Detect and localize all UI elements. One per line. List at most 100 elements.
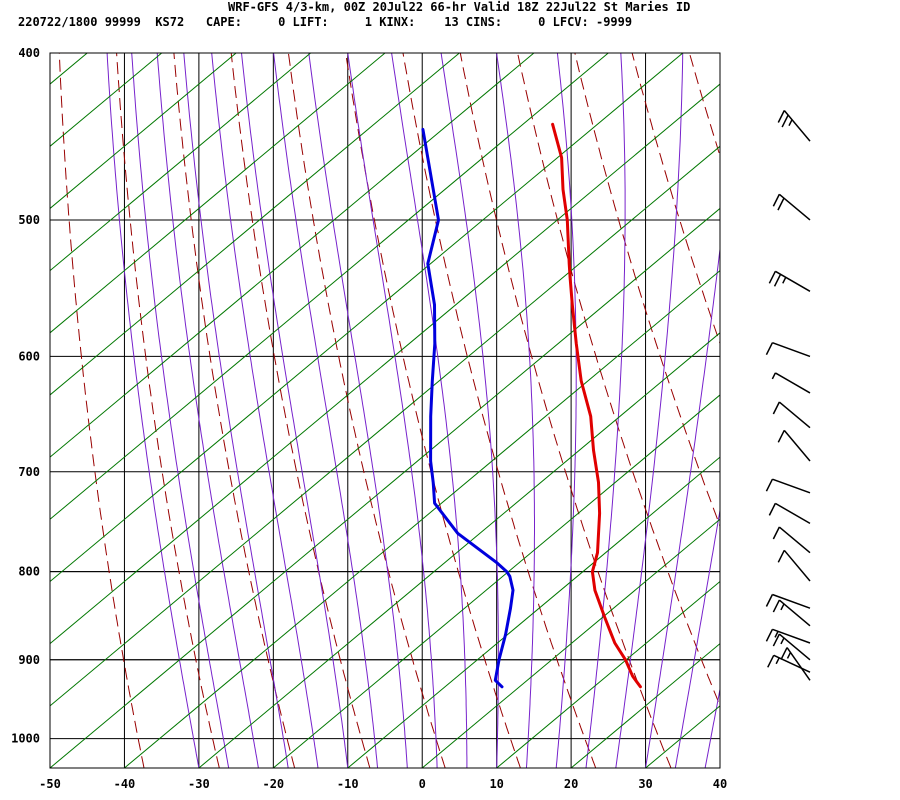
barb-half-flag bbox=[774, 631, 779, 638]
wind-barb bbox=[780, 647, 811, 681]
x-tick-label: 10 bbox=[489, 777, 503, 791]
barb-flag bbox=[780, 647, 788, 660]
mixing-ratio-line bbox=[50, 53, 535, 458]
barb-half-flag bbox=[786, 652, 792, 659]
dry-adiabat bbox=[230, 53, 371, 768]
barb-shaft bbox=[778, 401, 811, 429]
barb-flag bbox=[772, 401, 781, 415]
x-tick-label: -50 bbox=[39, 777, 61, 791]
barb-half-flag bbox=[780, 603, 785, 611]
dry-adiabat bbox=[116, 53, 220, 768]
y-tick-label: 1000 bbox=[11, 732, 40, 746]
mixing-ratio-line bbox=[50, 145, 720, 707]
barb-flag bbox=[781, 114, 789, 128]
barb-shaft bbox=[783, 110, 811, 142]
barb-flag bbox=[773, 273, 782, 287]
mixing-ratio-line bbox=[50, 53, 88, 85]
barb-half-flag bbox=[782, 276, 787, 284]
y-tick-label: 900 bbox=[18, 653, 40, 667]
x-tick-label: 30 bbox=[638, 777, 652, 791]
y-tick-label: 700 bbox=[18, 465, 40, 479]
y-tick-label: 800 bbox=[18, 565, 40, 579]
barb-shaft bbox=[772, 342, 811, 358]
barb-half-flag bbox=[788, 119, 793, 127]
barb-shaft bbox=[774, 372, 811, 394]
moist-adiabat bbox=[615, 53, 684, 768]
mixing-ratio-line bbox=[198, 332, 720, 768]
wind-barbs bbox=[765, 110, 811, 681]
dry-adiabat bbox=[574, 53, 720, 528]
dry-adiabat bbox=[58, 53, 145, 768]
barb-flag bbox=[768, 270, 777, 284]
dry-adiabat bbox=[459, 53, 672, 768]
mixing-ratio-line bbox=[50, 53, 460, 396]
mixing-ratio-line bbox=[719, 767, 720, 768]
plot-frame bbox=[49, 52, 721, 769]
barb-flag bbox=[777, 549, 785, 563]
x-tick-label: -40 bbox=[114, 777, 136, 791]
dry-adiabat bbox=[747, 53, 900, 768]
dry-adiabat bbox=[804, 53, 900, 768]
barb-shaft bbox=[772, 593, 811, 609]
axis-ticks: -50 -40 -30 -20 -10 0 10 20 30 40 400 500 600 700 800 9… bbox=[11, 46, 727, 791]
wind-barb bbox=[777, 110, 811, 142]
moist-adiabat bbox=[241, 53, 349, 768]
wind-barb bbox=[777, 549, 811, 582]
plot-grid bbox=[49, 52, 721, 768]
mixing-ratio-line bbox=[50, 53, 609, 520]
mixing-ratio-line bbox=[50, 83, 720, 645]
x-tick-label: -30 bbox=[188, 777, 210, 791]
barb-flag bbox=[765, 342, 774, 356]
x-tick-label: 0 bbox=[419, 777, 426, 791]
mixing-ratio-line bbox=[50, 207, 720, 768]
barb-flag bbox=[765, 594, 774, 607]
mixing-ratio-line bbox=[794, 53, 900, 768]
barb-shaft bbox=[783, 549, 811, 582]
moist-adiabat bbox=[211, 53, 319, 768]
moist-adiabat bbox=[106, 53, 200, 768]
dry-adiabat bbox=[631, 53, 720, 345]
mixing-ratio-line bbox=[124, 269, 720, 768]
moist-adiabat bbox=[156, 53, 259, 768]
mixing-ratio-line bbox=[645, 705, 720, 768]
moist-adiabat bbox=[674, 507, 720, 768]
dewpoint-profile bbox=[421, 127, 515, 689]
temperature-profile bbox=[551, 122, 642, 689]
wind-barb bbox=[772, 599, 811, 627]
barb-flag bbox=[777, 197, 785, 211]
mixing-ratio-line bbox=[421, 518, 720, 768]
wind-barb bbox=[765, 593, 811, 609]
mixing-ratio-line bbox=[869, 53, 900, 768]
dry-adiabat bbox=[345, 53, 521, 768]
wind-barb bbox=[765, 342, 811, 358]
moist-adiabat bbox=[273, 53, 379, 768]
mixing-ratio-line bbox=[50, 53, 684, 583]
chart-subtitle: 220722/1800 99999 KS72 CAPE: 0 LIFT: 1 K… bbox=[18, 15, 632, 29]
moist-adiabat bbox=[308, 53, 408, 768]
barb-flag bbox=[772, 526, 781, 540]
wind-barb bbox=[768, 502, 811, 525]
barb-half-flag bbox=[771, 372, 777, 380]
barb-flag bbox=[765, 628, 774, 642]
barb-flag bbox=[772, 633, 781, 647]
barb-flag bbox=[768, 503, 777, 516]
wind-barb bbox=[772, 193, 811, 221]
moist-adiabat bbox=[645, 244, 720, 768]
x-tick-label: 40 bbox=[713, 777, 727, 791]
barb-shaft bbox=[772, 628, 811, 644]
dry-adiabat bbox=[861, 53, 900, 768]
wind-barb bbox=[765, 478, 811, 494]
moist-adiabat bbox=[496, 53, 535, 768]
mixing-ratio-line bbox=[570, 642, 720, 768]
moist-adiabat bbox=[555, 53, 577, 768]
dry-adiabat bbox=[688, 53, 720, 158]
dry-adiabat bbox=[517, 53, 720, 707]
moist-adiabat bbox=[585, 53, 626, 768]
x-tick-label: 20 bbox=[564, 777, 578, 791]
wind-barb bbox=[771, 372, 811, 394]
barb-flag bbox=[772, 193, 781, 207]
y-tick-label: 500 bbox=[18, 213, 40, 227]
y-tick-label: 400 bbox=[18, 46, 40, 60]
moist-adiabat bbox=[183, 53, 289, 768]
